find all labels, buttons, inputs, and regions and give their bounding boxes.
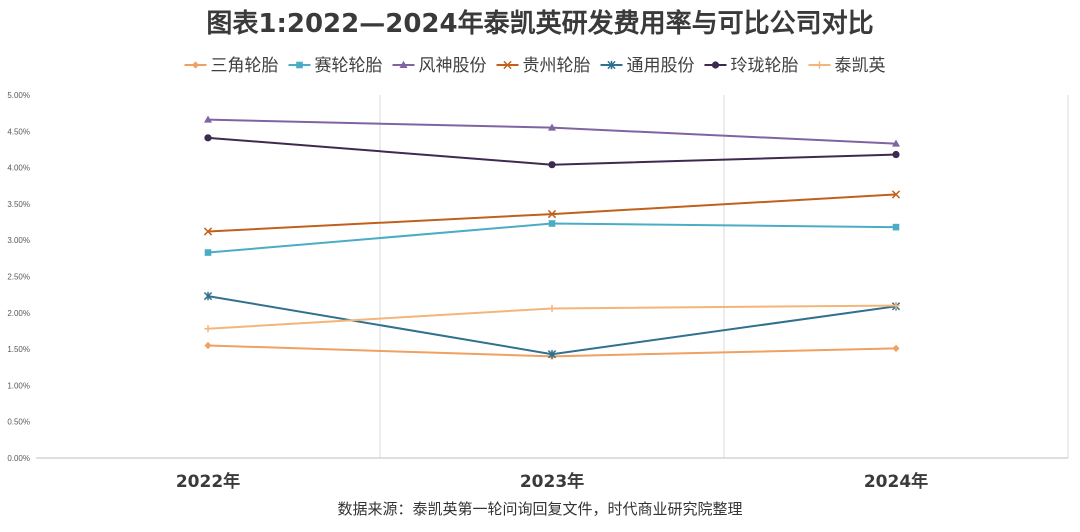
legend-marker xyxy=(191,61,200,69)
series-2 xyxy=(204,220,900,256)
series-4 xyxy=(203,190,901,236)
y-tick-label: 4.50% xyxy=(7,127,30,136)
legend-label: 通用股份 xyxy=(627,56,695,76)
x-axis: 2022年 2023年 2024年 xyxy=(176,471,928,492)
y-tick-label: 0.50% xyxy=(7,418,30,427)
legend-marker xyxy=(711,61,720,69)
data-point xyxy=(892,139,900,147)
legend-label: 玲珑轮胎 xyxy=(731,56,799,76)
y-tick-label: 5.00% xyxy=(7,91,30,100)
y-axis: 0.00% 0.50% 1.00% 1.50% 2.00% 2.50% 3.00% 3.50%… xyxy=(7,91,30,463)
legend-label: 泰凯英 xyxy=(835,56,886,76)
series-6 xyxy=(204,134,900,169)
y-tick-label: 1.00% xyxy=(7,381,30,390)
legend-label: 三角轮胎 xyxy=(211,56,279,76)
legend: 三角轮胎 赛轮轮胎 风神股份 贵州轮胎 通用股份 玲珑轮胎 泰凯英 xyxy=(184,55,886,76)
y-tick-label: 4.00% xyxy=(7,164,30,173)
series-line xyxy=(207,222,897,254)
data-point xyxy=(548,304,556,313)
data-point xyxy=(547,209,557,219)
legend-marker xyxy=(399,60,408,68)
y-tick-label: 3.50% xyxy=(7,200,30,209)
data-point xyxy=(548,123,556,131)
y-tick-label: 0.00% xyxy=(7,454,30,463)
series-line xyxy=(207,136,897,166)
data-point xyxy=(204,249,212,256)
legend-marker xyxy=(296,61,303,69)
legend-entry: 泰凯英 xyxy=(808,56,886,76)
legend-marker xyxy=(815,61,824,69)
x-tick-label: 2022年 xyxy=(176,471,240,492)
x-tick-label: 2023年 xyxy=(520,471,584,492)
plot-grid xyxy=(36,95,1069,459)
series-group xyxy=(203,115,901,360)
data-point xyxy=(891,190,901,199)
data-point xyxy=(892,150,900,159)
data-point xyxy=(548,220,556,227)
data-point xyxy=(892,344,900,352)
data-point xyxy=(892,301,900,310)
legend-label: 风神股份 xyxy=(419,56,487,76)
legend-label: 赛轮轮胎 xyxy=(315,55,383,76)
legend-label: 贵州轮胎 xyxy=(523,56,591,76)
chart-title: 图表1:2022—2024年泰凯英研发费用率与可比公司对比 xyxy=(206,8,873,39)
legend-entry: 风神股份 xyxy=(392,56,487,76)
series-line xyxy=(207,118,897,145)
legend-entry: 贵州轮胎 xyxy=(496,56,591,76)
data-point xyxy=(547,349,557,359)
legend-entry: 玲珑轮胎 xyxy=(704,56,799,76)
series-line xyxy=(207,295,897,356)
data-point xyxy=(204,134,212,142)
y-tick-label: 1.50% xyxy=(7,345,30,354)
data-point xyxy=(204,325,212,333)
data-point xyxy=(892,223,900,231)
data-point xyxy=(548,161,556,169)
data-point xyxy=(203,227,213,236)
y-tick-label: 2.00% xyxy=(7,309,30,318)
legend-marker xyxy=(607,60,616,70)
series-7 xyxy=(204,301,900,333)
legend-entry: 通用股份 xyxy=(600,56,695,76)
legend-entry: 三角轮胎 xyxy=(184,56,279,76)
legend-marker xyxy=(503,60,512,70)
y-tick-label: 3.00% xyxy=(7,236,30,245)
legend-entry: 赛轮轮胎 xyxy=(288,55,383,76)
data-point xyxy=(204,341,212,350)
source-note: 数据来源：泰凯英第一轮问询回复文件，时代商业研究院整理 xyxy=(337,500,742,518)
data-point xyxy=(203,291,213,301)
series-3 xyxy=(204,115,900,147)
y-tick-label: 2.50% xyxy=(7,273,30,282)
x-tick-label: 2024年 xyxy=(864,471,928,492)
data-point xyxy=(204,115,212,123)
